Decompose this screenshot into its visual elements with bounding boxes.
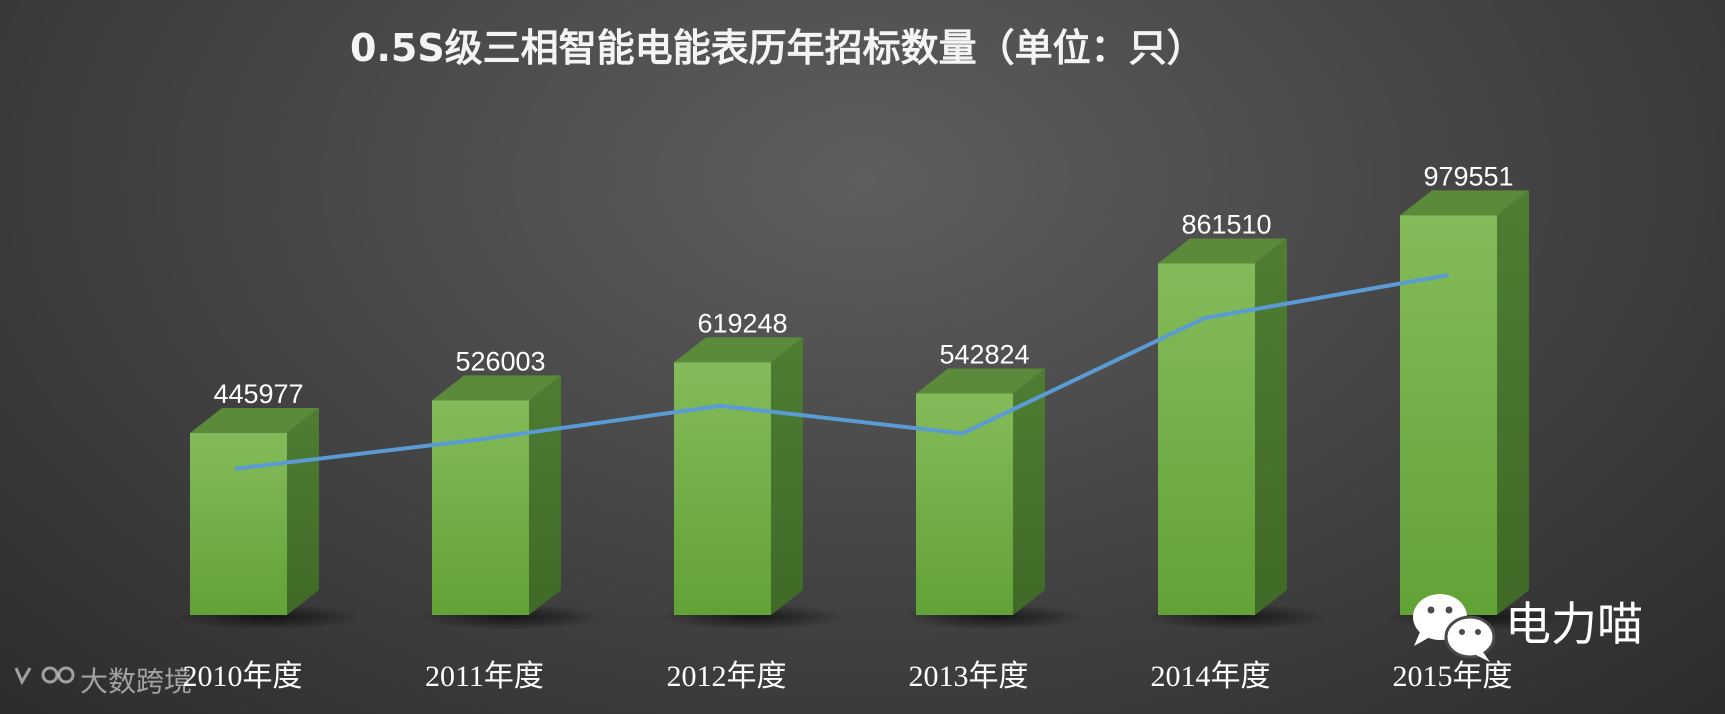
wechat-watermark-text: 电力喵 xyxy=(1505,597,1643,651)
bar-side xyxy=(1497,190,1529,615)
brand-watermark: 大数跨境 xyxy=(14,665,192,698)
data-label: 979551 xyxy=(1423,161,1513,191)
category-label: 2013年度 xyxy=(909,660,1029,693)
bar xyxy=(190,408,319,615)
wechat-icon xyxy=(1413,594,1496,662)
category-label: 2014年度 xyxy=(1151,660,1271,693)
bar-side xyxy=(1255,238,1287,616)
wechat-watermark: 电力喵 xyxy=(1413,594,1643,662)
bar-top xyxy=(190,408,319,434)
data-label: 526003 xyxy=(455,346,545,376)
bar-front xyxy=(190,433,287,615)
bar-side xyxy=(529,375,561,615)
bar-front xyxy=(1400,215,1497,615)
bar-side xyxy=(1013,368,1045,615)
brand-logo-icon xyxy=(14,666,75,686)
bar-front xyxy=(674,362,771,615)
bar-side xyxy=(771,337,803,615)
data-label: 542824 xyxy=(939,340,1029,370)
bar xyxy=(1400,190,1529,615)
bar xyxy=(1158,238,1287,616)
bar-shadows xyxy=(176,604,1571,630)
bar xyxy=(432,375,561,615)
category-label: 2010年度 xyxy=(183,660,303,693)
brand-watermark-text: 大数跨境 xyxy=(80,665,192,698)
bar-side xyxy=(287,408,319,615)
bars xyxy=(190,190,1529,616)
bar-top xyxy=(1400,190,1529,216)
bar-top xyxy=(1158,238,1287,264)
data-labels: 445977 526003 619248 542824 861510 979551 xyxy=(213,161,1513,409)
category-label: 2012年度 xyxy=(667,660,787,693)
bar-top xyxy=(674,337,803,363)
category-labels: 2010年度 2011年度 2012年度 2013年度 2014年度 2015年度 xyxy=(183,660,1513,693)
category-label: 2011年度 xyxy=(425,660,544,693)
bar-top xyxy=(432,375,561,401)
data-label: 861510 xyxy=(1181,210,1271,240)
chart-title: 0.5S级三相智能电能表历年招标数量（单位：只） xyxy=(350,26,1205,70)
data-label: 445977 xyxy=(213,379,303,409)
category-label: 2015年度 xyxy=(1393,660,1513,693)
bar xyxy=(674,337,803,615)
bar-top xyxy=(916,368,1045,394)
bar-front xyxy=(916,393,1013,615)
data-label: 619248 xyxy=(697,308,787,338)
trend-line xyxy=(234,273,1449,471)
bar-front xyxy=(1158,263,1255,615)
